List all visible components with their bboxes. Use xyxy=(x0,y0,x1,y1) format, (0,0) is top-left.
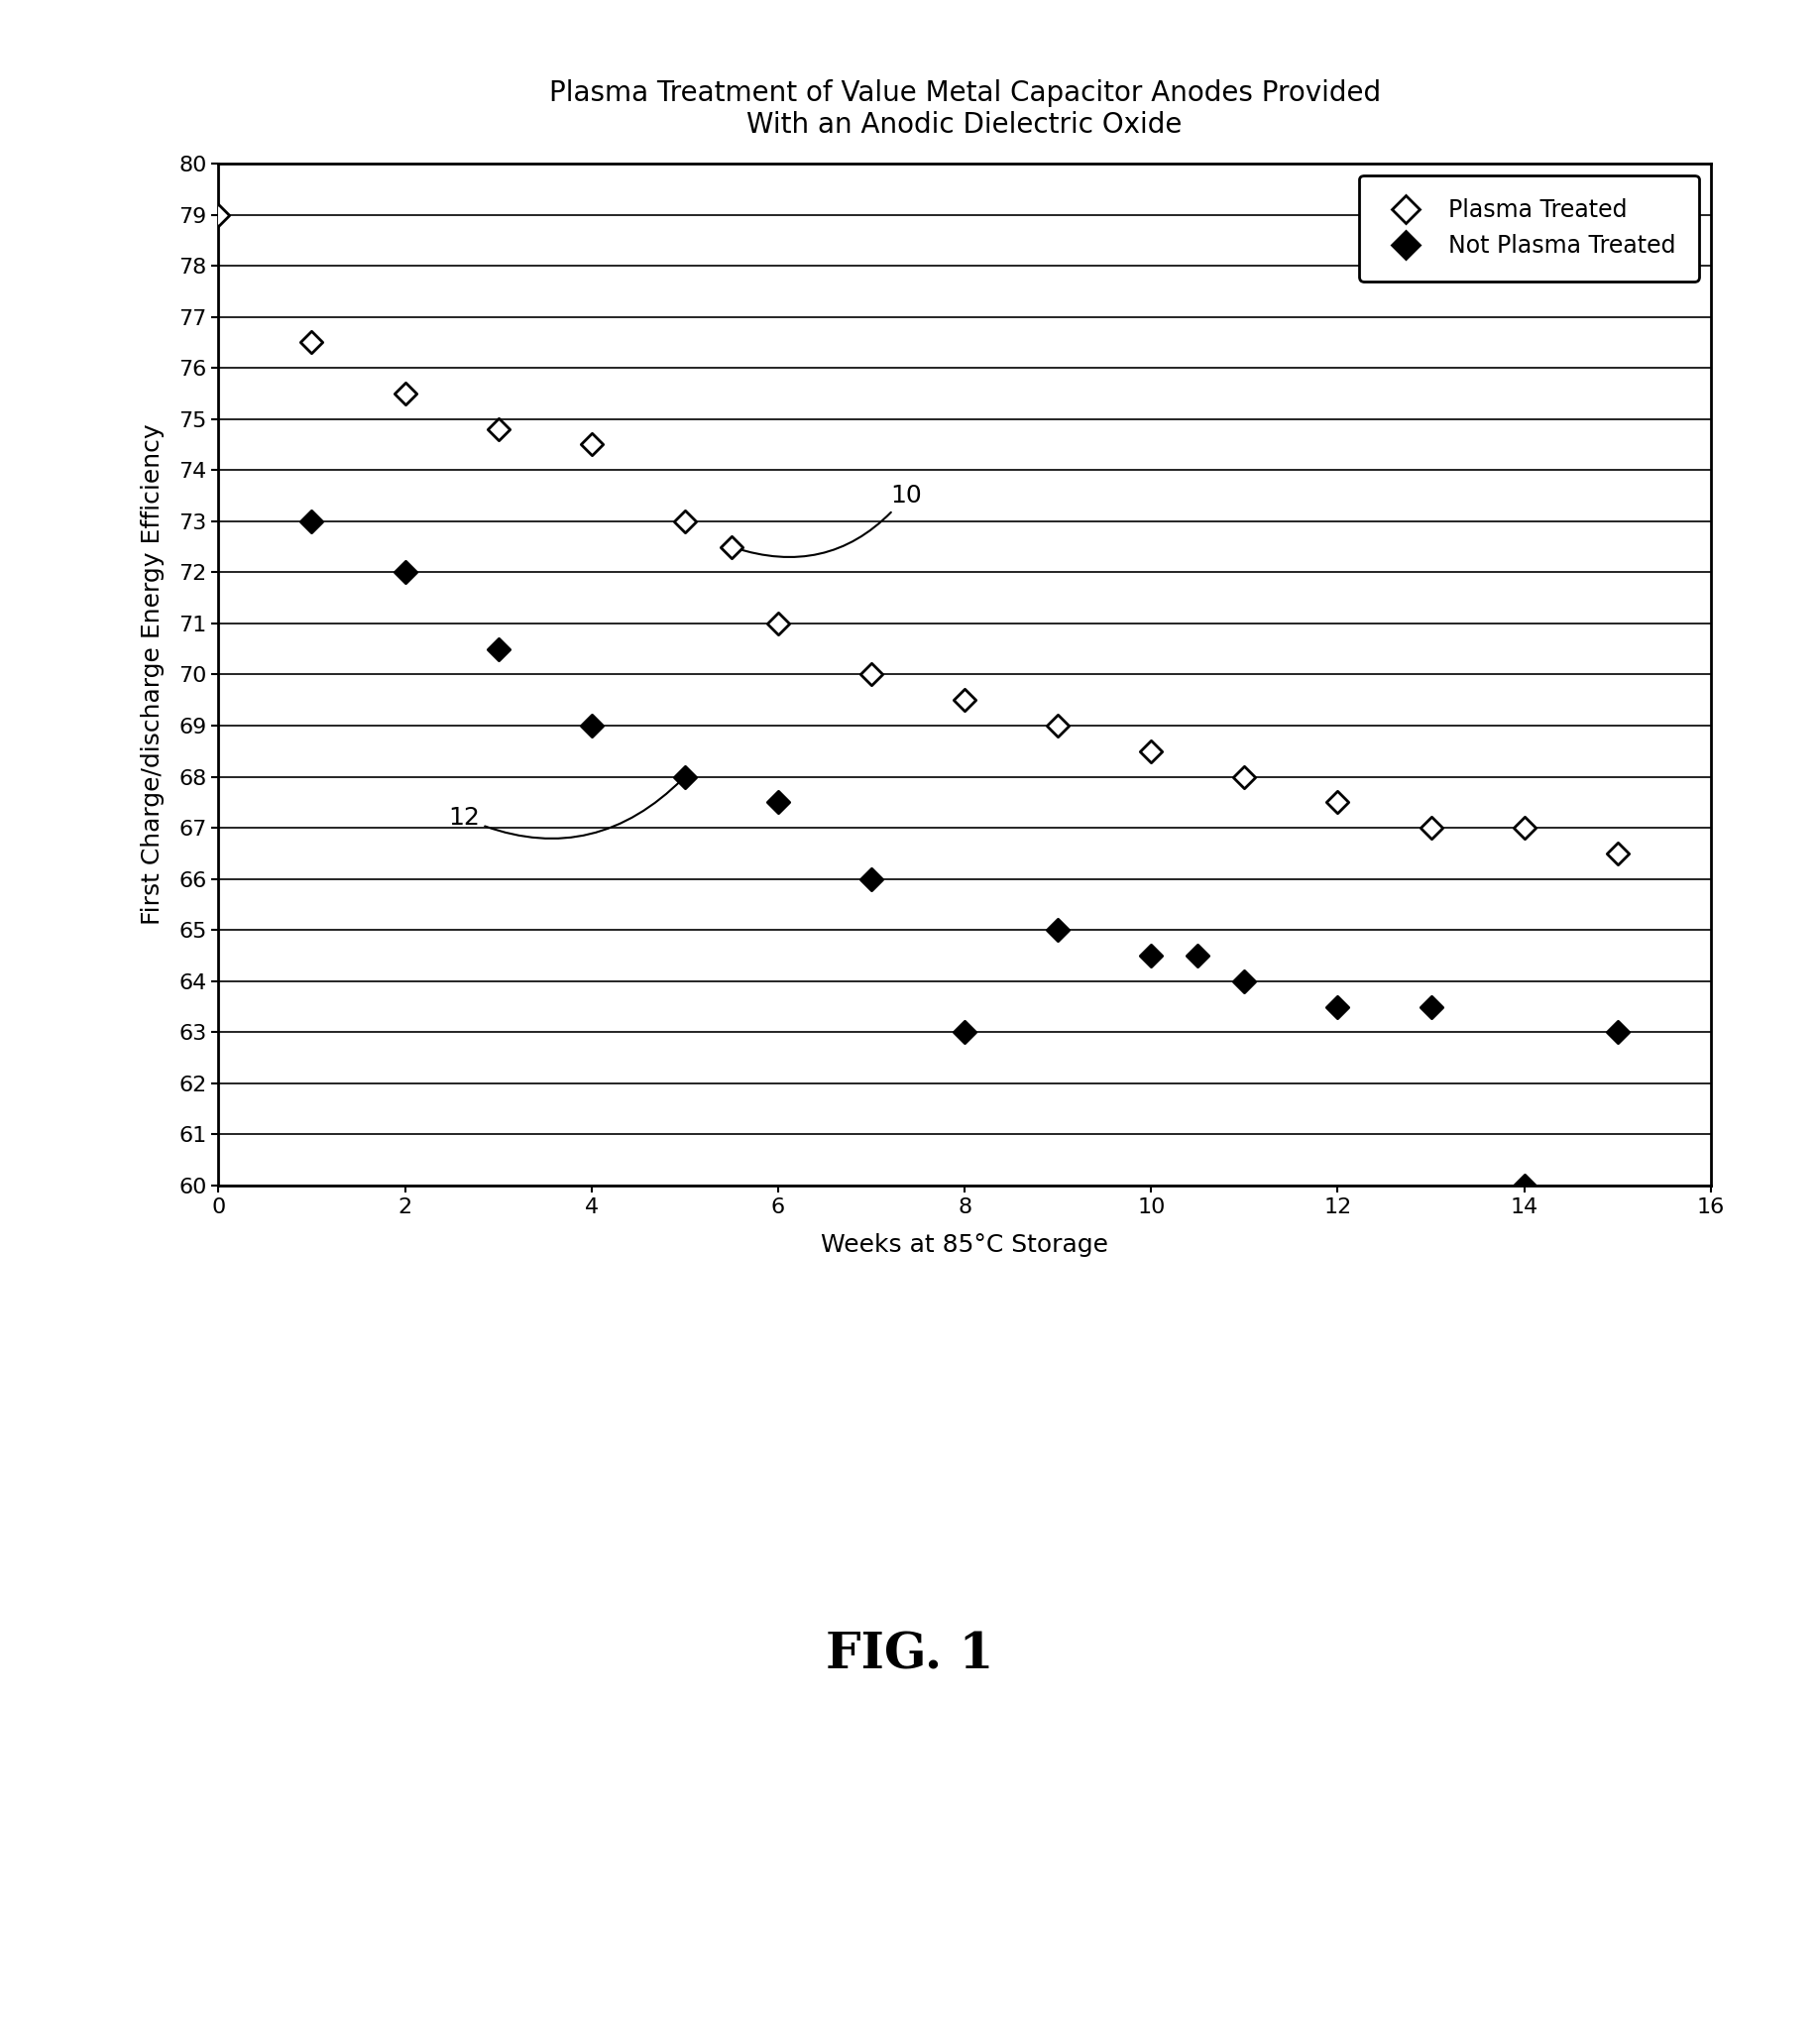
Title: Plasma Treatment of Value Metal Capacitor Anodes Provided
With an Anodic Dielect: Plasma Treatment of Value Metal Capacito… xyxy=(548,80,1381,139)
Point xyxy=(484,413,513,446)
Point xyxy=(950,1016,979,1049)
Point xyxy=(1043,709,1072,742)
Point xyxy=(764,607,794,640)
Point xyxy=(1416,989,1445,1022)
Point xyxy=(389,556,419,589)
Point xyxy=(950,683,979,715)
Point xyxy=(297,505,326,538)
Point xyxy=(297,325,326,358)
Point xyxy=(389,376,419,409)
Point xyxy=(1416,811,1445,844)
Point xyxy=(204,198,233,231)
Point xyxy=(717,529,746,562)
Text: FIG. 1: FIG. 1 xyxy=(826,1631,994,1680)
X-axis label: Weeks at 85°C Storage: Weeks at 85°C Storage xyxy=(821,1235,1108,1257)
Point xyxy=(1323,989,1352,1022)
Point xyxy=(577,427,606,460)
Point xyxy=(1230,965,1259,997)
Legend: Plasma Treated, Not Plasma Treated: Plasma Treated, Not Plasma Treated xyxy=(1360,176,1700,282)
Point xyxy=(1603,836,1633,869)
Point xyxy=(577,709,606,742)
Point xyxy=(1183,938,1212,971)
Point xyxy=(857,863,886,895)
Point xyxy=(1511,1169,1540,1202)
Point xyxy=(1136,938,1167,971)
Point xyxy=(1603,1016,1633,1049)
Point xyxy=(484,634,513,666)
Y-axis label: First Charge/discharge Energy Efficiency: First Charge/discharge Energy Efficiency xyxy=(140,423,166,926)
Point xyxy=(764,785,794,818)
Point xyxy=(1511,811,1540,844)
Point xyxy=(857,658,886,691)
Point xyxy=(1230,760,1259,793)
Point xyxy=(1323,785,1352,818)
Text: 12: 12 xyxy=(448,779,682,838)
Point xyxy=(670,760,699,793)
Text: 10: 10 xyxy=(733,484,921,558)
Point xyxy=(1043,914,1072,946)
Point xyxy=(670,505,699,538)
Point xyxy=(1136,734,1167,766)
